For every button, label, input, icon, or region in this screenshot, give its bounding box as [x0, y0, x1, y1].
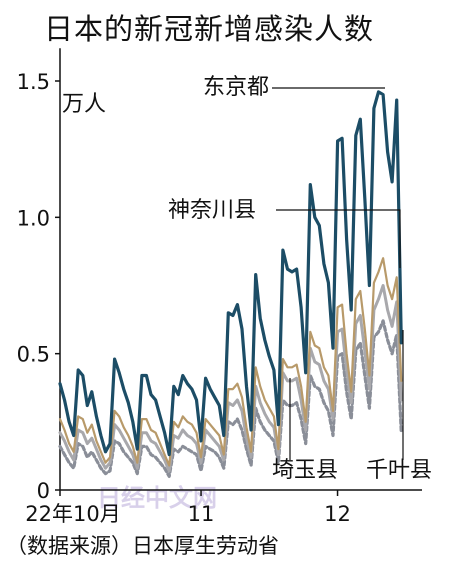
y-tick-label: 1.5 — [17, 70, 50, 94]
x-tick-label: 22年10月 — [25, 502, 120, 526]
series-line-tokyo — [58, 90, 403, 457]
y-tick-label: 0.5 — [17, 343, 50, 367]
series-line-chiba — [58, 319, 403, 478]
series-line-kanagawa — [58, 257, 403, 467]
chart-title: 日本的新冠新增感染人数 — [44, 12, 375, 46]
series-label-kanagawa: 神奈川县 — [168, 198, 256, 223]
source-note: （数据来源）日本厚生劳动省 — [6, 534, 279, 558]
leader-line-kanagawa — [276, 209, 401, 268]
y-tick-label: 0 — [37, 479, 50, 503]
series-label-tokyo: 东京都 — [203, 75, 269, 100]
y-tick-label: 1.0 — [17, 206, 50, 230]
series-label-chiba: 千叶县 — [366, 458, 432, 483]
x-tick-label: 12 — [324, 502, 351, 526]
series-line-saitama — [58, 284, 403, 473]
y-axis-unit-label: 万人 — [62, 92, 106, 117]
axis-layer: 0 0.5 1.0 1.5 22年10月 11 12 万人 — [17, 48, 422, 526]
series-layer — [58, 90, 403, 478]
series-label-saitama: 埼玉县 — [272, 458, 338, 483]
watermark-text: 日经中文网 — [97, 484, 217, 512]
x-tick-label: 11 — [188, 502, 215, 526]
